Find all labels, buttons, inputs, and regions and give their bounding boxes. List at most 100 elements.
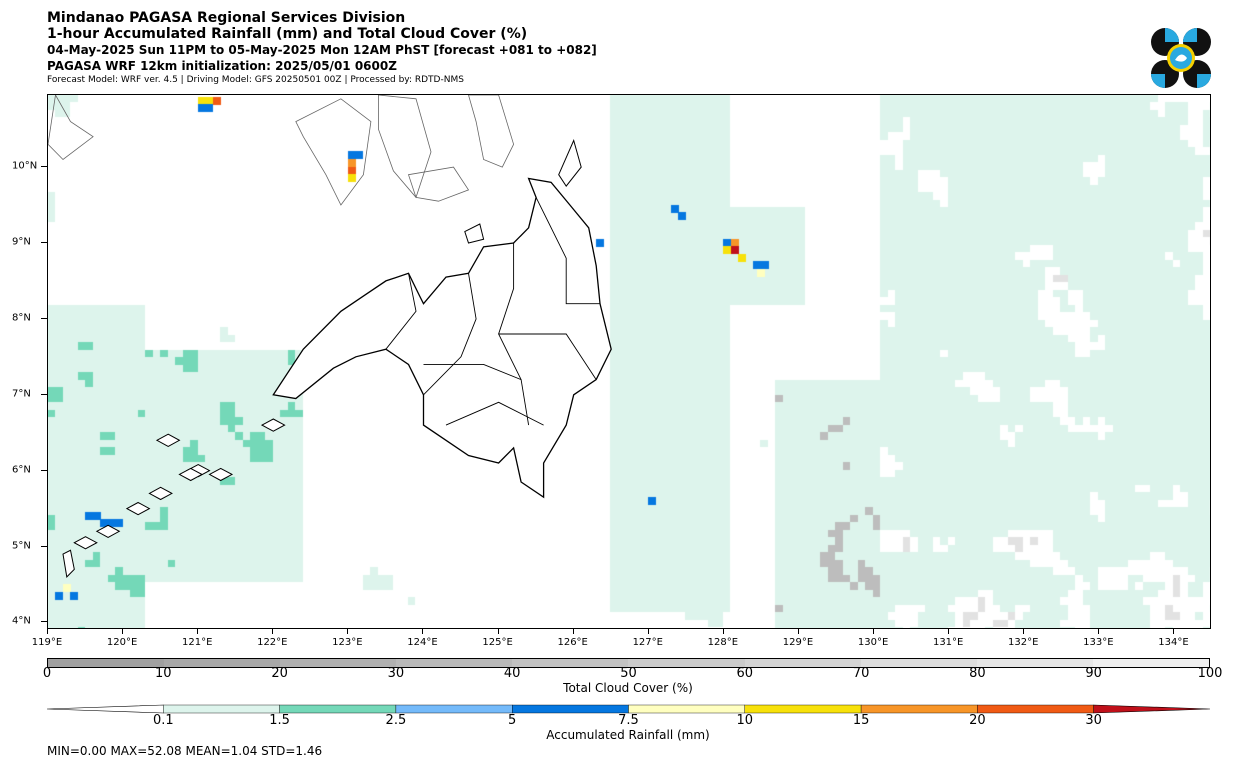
lon-label: 119°E	[31, 637, 63, 648]
rainfall-tick-label: 5	[508, 713, 517, 728]
cloud-cover-swatch	[396, 659, 513, 667]
sulu-island	[125, 501, 151, 516]
lat-label: 8°N	[12, 312, 31, 324]
lon-label: 127°E	[632, 637, 663, 648]
lon-label: 129°E	[782, 637, 814, 648]
cloud-cover-tick-label: 30	[387, 666, 405, 681]
province-boundary	[535, 197, 600, 305]
lon-tick	[47, 629, 48, 634]
rainfall-swatch	[163, 704, 280, 714]
leyte-island	[468, 95, 515, 168]
lon-tick	[647, 629, 649, 634]
lon-tick	[722, 629, 724, 634]
cloud-cover-tick-label: 20	[271, 666, 288, 681]
negros-island	[295, 98, 372, 206]
cloud-cover-swatch	[512, 659, 629, 667]
cloud-cover-tick-label: 0	[42, 666, 52, 681]
lon-tick	[797, 629, 799, 634]
title-model-info: Forecast Model: WRF ver. 4.5 | Driving M…	[47, 75, 464, 85]
province-boundary	[385, 273, 417, 350]
lon-label: 130°E	[857, 637, 889, 648]
cebu-island	[377, 95, 432, 199]
lat-label: 6°N	[12, 464, 31, 476]
lon-label: 123°E	[332, 637, 363, 648]
lat-label: 10°N	[12, 160, 38, 172]
lon-tick	[873, 629, 875, 634]
tawitawi-island	[62, 549, 75, 578]
lat-label: 5°N	[12, 540, 31, 552]
lon-tick	[572, 629, 574, 634]
rain-cloud-raster	[48, 95, 1210, 628]
sulu-island	[73, 536, 98, 550]
province-boundary	[423, 363, 522, 381]
title-initialization: PAGASA WRF 12km initialization: 2025/05/…	[47, 59, 397, 73]
province-boundary	[423, 273, 477, 396]
rainfall-swatch-above	[1093, 704, 1210, 714]
lon-tick	[422, 629, 424, 634]
lon-label: 122°E	[257, 637, 288, 648]
rainfall-swatch	[977, 704, 1094, 714]
lat-tick	[41, 317, 47, 319]
siargao-island	[558, 139, 582, 187]
cloud-cover-tick-label: 10	[155, 666, 172, 681]
mindanao-island	[272, 177, 612, 499]
cloud-cover-swatch	[976, 659, 1093, 667]
cloud-cover-swatch	[860, 659, 977, 667]
lat-tick	[41, 621, 47, 623]
rainfall-colorbar-title: Accumulated Rainfall (mm)	[546, 728, 710, 742]
cloud-cover-colorbar-title: Total Cloud Cover (%)	[563, 681, 693, 695]
cloud-cover-tick-label: 50	[620, 666, 637, 681]
rainfall-swatch	[395, 704, 513, 714]
sulu-island	[95, 524, 121, 538]
lon-label: 124°E	[407, 637, 438, 648]
cloud-cover-swatch	[744, 659, 861, 667]
cloud-cover-colorbar	[47, 658, 1210, 668]
cloud-cover-tick-label: 100	[1197, 666, 1223, 681]
rainfall-tick-label: 10	[736, 713, 754, 728]
lon-label: 134°E	[1158, 637, 1189, 648]
cloud-cover-tick-label: 40	[503, 666, 521, 681]
province-boundary	[498, 333, 597, 380]
sulu-island	[155, 433, 181, 447]
pagasa-logo	[1151, 28, 1211, 88]
lon-label: 133°E	[1083, 637, 1114, 648]
cloud-cover-tick-label: 60	[736, 666, 754, 681]
lon-label: 125°E	[482, 637, 513, 648]
cloud-cover-tick-label: 90	[1085, 666, 1102, 681]
lat-tick	[41, 241, 47, 243]
lat-label: 9°N	[12, 236, 31, 248]
lon-tick	[497, 629, 499, 634]
coastline-overlay	[48, 95, 612, 578]
lon-label: 126°E	[557, 637, 588, 648]
rainfall-tick-label: 20	[969, 713, 986, 728]
lon-tick	[948, 629, 950, 634]
rainfall-statistics: MIN=0.00 MAX=52.08 MEAN=1.04 STD=1.46	[47, 744, 323, 758]
lat-tick	[41, 166, 47, 168]
rainfall-tick-label: 15	[852, 713, 870, 728]
rainfall-colorbar	[47, 704, 1210, 714]
lat-tick	[41, 393, 47, 395]
cloud-cover-swatch	[48, 659, 165, 667]
lat-label: 7°N	[12, 388, 31, 400]
lon-tick	[1098, 629, 1100, 634]
title-product: 1-hour Accumulated Rainfall (mm) and Tot…	[47, 26, 528, 42]
lon-label: 121°E	[181, 637, 213, 648]
rainfall-tick-label: 30	[1085, 713, 1102, 728]
rainfall-tick-label: 2.5	[385, 713, 407, 728]
rainfall-swatch-below	[47, 704, 164, 714]
lon-tick	[1173, 629, 1175, 634]
cloud-cover-tick-label: 80	[969, 666, 986, 681]
lon-tick	[272, 629, 274, 634]
rainfall-swatch	[860, 704, 978, 714]
lon-tick	[122, 629, 124, 634]
sulu-island	[260, 418, 286, 432]
rainfall-swatch	[744, 704, 862, 714]
lon-tick	[197, 629, 199, 634]
lon-label: 131°E	[932, 637, 964, 648]
lon-label: 120°E	[106, 637, 138, 648]
lon-label: 132°E	[1008, 637, 1039, 648]
sulu-island	[178, 467, 203, 482]
rainfall-tick-label: 0.1	[152, 713, 174, 728]
cloud-cover-tick-label: 70	[852, 666, 870, 681]
province-boundary	[445, 401, 544, 426]
